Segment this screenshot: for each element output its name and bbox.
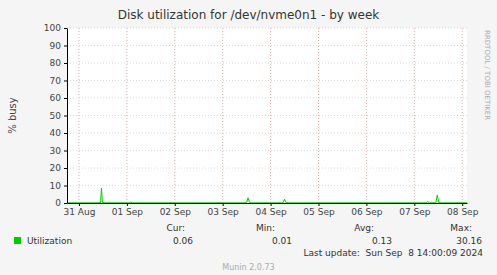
grid-line-x xyxy=(462,28,463,203)
legend-swatch xyxy=(14,237,21,244)
x-tick: 05 Sep xyxy=(303,203,335,217)
x-tick-mark xyxy=(366,203,367,206)
y-tick: 50 xyxy=(50,111,67,121)
grid-line-x xyxy=(174,28,175,203)
x-tick-label: 07 Sep xyxy=(399,207,431,217)
stat-header: Avg: xyxy=(354,223,374,233)
y-tick-label: 60 xyxy=(50,93,62,103)
x-tick-label: 06 Sep xyxy=(351,207,383,217)
grid-line-x xyxy=(126,28,127,203)
y-tick: 30 xyxy=(50,146,67,156)
x-tick-mark xyxy=(127,203,128,206)
grid-line-y xyxy=(67,168,467,169)
series-line xyxy=(67,188,467,203)
y-tick-mark xyxy=(64,133,67,134)
y-tick: 20 xyxy=(50,163,67,173)
marks xyxy=(67,188,467,203)
y-tick-mark xyxy=(64,98,67,99)
y-tick: 80 xyxy=(50,58,67,68)
y-tick-mark xyxy=(64,63,67,64)
x-tick-mark xyxy=(414,203,415,206)
chart: 31 Aug 01 Sep 02 Sep 03 Sep 04 Sep 05 Sep 06 S… xyxy=(0,0,497,275)
y-tick-label: 0 xyxy=(55,198,61,208)
last-update: Last update: Sun Sep 8 14:00:09 2024 xyxy=(303,248,483,258)
y-tick-label: 50 xyxy=(50,111,62,121)
grid-line-y xyxy=(67,63,467,64)
y-tick-mark xyxy=(64,81,67,82)
x-axis: 31 Aug 01 Sep 02 Sep 03 Sep 04 Sep 05 Sep 06 S… xyxy=(64,203,479,217)
stat-header: Max: xyxy=(450,223,472,233)
stat-value: 0.13 xyxy=(372,236,392,246)
grid-line-y xyxy=(67,150,467,151)
grid-line-x xyxy=(318,28,319,203)
title: Disk utilization for /dev/nvme0n1 - by w… xyxy=(118,8,380,22)
grid-line-x xyxy=(366,28,367,203)
x-tick-mark xyxy=(79,203,80,206)
stat-header: Cur: xyxy=(166,223,185,233)
stat-header: Min: xyxy=(256,223,275,233)
grid xyxy=(67,28,467,203)
y-tick-label: 30 xyxy=(50,146,62,156)
x-tick: 02 Sep xyxy=(160,203,192,217)
y-tick-mark xyxy=(64,186,67,187)
y-tick-label: 10 xyxy=(50,181,62,191)
y-tick-mark xyxy=(64,28,67,29)
x-tick-label: 08 Sep xyxy=(447,207,479,217)
x-tick: 06 Sep xyxy=(351,203,383,217)
y-tick-mark xyxy=(64,168,67,169)
y-axis: 0 10 20 30 40 50 60 70 80 90 100 xyxy=(44,23,68,208)
x-tick-label: 03 Sep xyxy=(208,207,240,217)
watermark: RRDTOOL / TOBI OETIKER xyxy=(483,30,491,120)
grid-line-y xyxy=(67,45,467,46)
grid-line-y xyxy=(67,185,467,186)
x-tick-label: 04 Sep xyxy=(255,207,287,217)
x-tick-mark xyxy=(318,203,319,206)
footer: Munin 2.0.73 xyxy=(222,263,274,272)
x-tick: 07 Sep xyxy=(399,203,431,217)
x-tick-label: 05 Sep xyxy=(303,207,335,217)
stat-value: 0.06 xyxy=(173,236,193,246)
x-tick-mark xyxy=(175,203,176,206)
y-axis-line xyxy=(67,29,68,204)
y-tick-mark xyxy=(64,151,67,152)
background xyxy=(0,0,497,275)
legend-label: Utilization xyxy=(27,236,72,246)
x-tick: 03 Sep xyxy=(208,203,240,217)
y-tick: 70 xyxy=(50,76,67,86)
y-tick-label: 90 xyxy=(50,41,62,51)
grid-line-y xyxy=(67,80,467,81)
stat-value: 30.16 xyxy=(456,236,482,246)
stat-value: 0.01 xyxy=(272,236,292,246)
grid-line-x xyxy=(414,28,415,203)
y-tick-label: 20 xyxy=(50,163,62,173)
x-tick: 04 Sep xyxy=(255,203,287,217)
grid-line-x xyxy=(222,28,223,203)
y-tick-label: 40 xyxy=(50,128,62,138)
x-tick-mark xyxy=(271,203,272,206)
y-tick: 100 xyxy=(44,23,67,33)
grid-line-x xyxy=(78,28,79,203)
x-tick-label: 31 Aug xyxy=(64,207,96,217)
grid-line-x xyxy=(270,28,271,203)
y-axis-title: % busy xyxy=(7,97,18,134)
x-tick-mark xyxy=(223,203,224,206)
x-tick-label: 01 Sep xyxy=(112,207,144,217)
y-tick-mark xyxy=(64,46,67,47)
y-tick-mark xyxy=(64,203,67,204)
y-tick-label: 100 xyxy=(44,23,61,33)
x-tick-label: 02 Sep xyxy=(160,207,192,217)
x-tick: 31 Aug xyxy=(64,203,96,217)
y-tick: 40 xyxy=(50,128,67,138)
y-tick: 0 xyxy=(55,198,67,208)
x-tick-mark xyxy=(462,203,463,206)
y-tick-label: 80 xyxy=(50,58,62,68)
plot-area xyxy=(67,28,467,203)
y-tick-mark xyxy=(64,116,67,117)
y-tick: 10 xyxy=(50,181,67,191)
x-tick: 01 Sep xyxy=(112,203,144,217)
x-tick: 08 Sep xyxy=(447,203,479,217)
y-tick: 60 xyxy=(50,93,67,103)
y-tick: 90 xyxy=(50,41,67,51)
y-tick-label: 70 xyxy=(50,76,62,86)
